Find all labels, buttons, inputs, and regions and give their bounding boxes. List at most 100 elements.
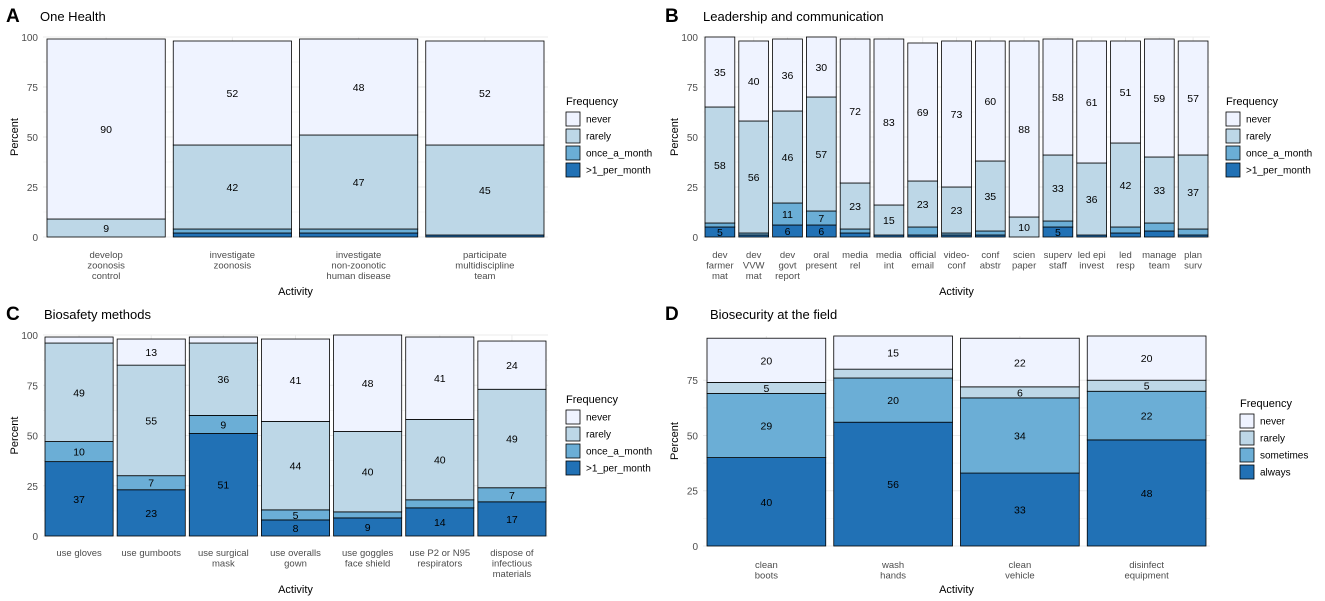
data-label: 6: [818, 226, 824, 238]
data-label: 24: [506, 360, 518, 372]
x-tick-label: disinfect: [1129, 560, 1164, 571]
data-labels: 37 23 51 8 9 14 17 10 7 9 5 7 49 55 36 44 40 40 49 13 41 48 41…: [73, 347, 518, 535]
x-tick-label: boots: [755, 571, 778, 582]
legend-label: sometimes: [1260, 451, 1308, 462]
bar-segment-permonth: [1144, 230, 1175, 238]
legend-swatch: [565, 162, 581, 178]
x-tick-label: equipment: [1124, 571, 1169, 582]
legend-swatch: [565, 145, 581, 161]
x-tick-label: human disease: [326, 271, 390, 282]
y-tick-label: 50: [27, 133, 39, 144]
legend-label: >1_per_month: [586, 464, 651, 475]
x-tick-label: develop: [89, 250, 122, 261]
data-label: 83: [883, 117, 895, 129]
data-label: 20: [1141, 353, 1153, 365]
bar-segment-rarely: [425, 144, 545, 236]
data-label: 52: [227, 88, 239, 100]
data-label: 90: [100, 124, 112, 136]
legend-label: never: [586, 413, 612, 424]
data-label: 37: [1187, 187, 1199, 199]
bar-segment-rarely: [1042, 154, 1074, 222]
data-label: 9: [365, 522, 371, 534]
bar-segment-permonth: [299, 232, 419, 238]
bar-segment-never: [46, 38, 166, 220]
legend-label: once_a_month: [586, 149, 652, 160]
y-tick-label: 0: [32, 532, 38, 543]
legend-swatch: [565, 128, 581, 144]
bar-segment-never: [706, 337, 827, 383]
y-tick-label: 25: [687, 183, 699, 194]
x-tick-label: conf: [981, 250, 999, 261]
bar-segment-never: [975, 40, 1006, 162]
bar-segment-never: [1144, 38, 1175, 158]
bar-segment-rarely: [704, 106, 736, 224]
x-axis-title: Activity: [939, 584, 974, 596]
x-tick-label: use gumboots: [121, 548, 181, 559]
x-tick-label: led epi: [1078, 250, 1106, 261]
x-tick-label: superv: [1044, 250, 1073, 261]
data-label: 58: [1052, 92, 1064, 104]
data-label: 69: [917, 107, 929, 119]
data-label: 9: [103, 223, 109, 235]
bar-segment-sometimes: [960, 397, 1080, 474]
data-label: 45: [479, 185, 491, 197]
data-label: 48: [1141, 488, 1153, 500]
y-axis-title: Percent: [669, 118, 681, 156]
bar-segment-never: [738, 40, 769, 122]
x-tick-label: abstr: [980, 261, 1001, 272]
data-labels: 9 42 47 45 90 52 48 52: [100, 82, 491, 235]
x-tick-label: plan: [1184, 250, 1202, 261]
data-label: 55: [145, 415, 157, 427]
bar-segment-onceamonth: [1110, 226, 1141, 234]
data-label: 20: [887, 395, 899, 407]
bar-segment-never: [772, 38, 803, 112]
panel-d: D Biosecurity at the field025507540563348…: [665, 304, 1308, 596]
x-tick-label: infectious: [492, 559, 532, 570]
bar-segment-never: [477, 340, 547, 390]
x-tick-label: clean: [1009, 560, 1032, 571]
x-tick-label: use goggles: [342, 548, 393, 559]
bar-segment-rarely: [1177, 154, 1209, 230]
x-tick-label: media: [876, 250, 903, 261]
bar-segment-never: [44, 336, 114, 344]
bar-segment-onceamonth: [405, 499, 475, 509]
data-label: 41: [434, 373, 446, 385]
data-label: 48: [362, 378, 374, 390]
bar-segment-permonth: [44, 461, 114, 537]
legend-swatch: [1239, 447, 1255, 463]
bar-segment-onceamonth: [1144, 222, 1175, 232]
x-tick-label: control: [92, 271, 121, 282]
bar-segment-sometimes: [833, 377, 953, 423]
data-label: 22: [1014, 358, 1026, 370]
bars: [704, 36, 1209, 238]
x-tick-label: media: [842, 250, 869, 261]
panel-letter: B: [665, 6, 679, 27]
bar-segment-never: [425, 40, 545, 146]
legend-label: rarely: [1246, 132, 1271, 143]
data-label: 49: [73, 387, 85, 399]
x-tick-label: farmer: [706, 261, 733, 272]
legend: Frequency never rarely once_a_month >1_per_m…: [1225, 96, 1312, 178]
x-tick-label: vehicle: [1005, 571, 1035, 582]
bar-segment-rarely: [44, 342, 114, 442]
bar-segment-never: [704, 36, 736, 108]
bar-segment-rarely: [873, 204, 905, 236]
bar-segment-never: [1177, 40, 1209, 156]
x-tick-labels: developzoonosiscontrolinvestigatezoonosi…: [87, 250, 514, 282]
bar-segment-rarely: [188, 342, 258, 416]
data-label: 30: [815, 62, 827, 74]
bar-segment-permonth: [405, 507, 475, 537]
legend-swatch: [565, 426, 581, 442]
bar-segment-always: [706, 457, 827, 547]
bar-segment-never: [116, 338, 186, 366]
bar-segment-rarely: [839, 182, 871, 230]
chart-title: Biosecurity at the field: [710, 307, 837, 322]
legend-swatch: [1225, 145, 1241, 161]
data-label: 33: [1153, 185, 1165, 197]
data-label: 88: [1018, 124, 1030, 136]
x-tick-label: multidiscipline: [455, 261, 514, 272]
bar-segment-never: [1042, 38, 1074, 156]
data-label: 5: [293, 510, 299, 522]
bar-segment-never: [299, 38, 419, 136]
